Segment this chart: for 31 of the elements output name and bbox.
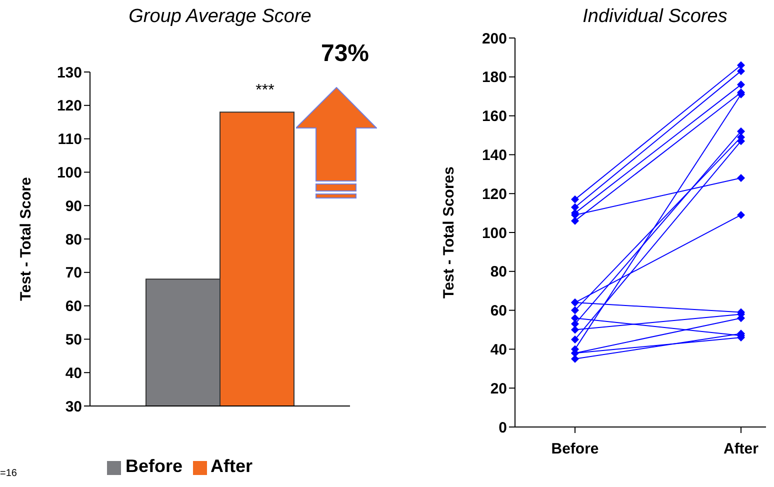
- y-axis-title: Test - Total Scores: [440, 166, 458, 298]
- y-tick-label: 40: [490, 342, 507, 359]
- y-tick-label: 0: [498, 419, 507, 436]
- legend-label: Before: [125, 456, 182, 476]
- text: =16: [0, 468, 17, 479]
- y-tick-label: 180: [482, 69, 507, 86]
- y-tick-label: 140: [482, 147, 507, 164]
- chart-title: Group Average Score: [128, 6, 312, 28]
- y-tick-label: 70: [65, 264, 82, 282]
- chart-title: Individual Scores: [582, 6, 728, 28]
- annotation: ***: [254, 82, 276, 100]
- y-tick-label: 80: [490, 264, 507, 281]
- y-tick-label: 80: [65, 231, 82, 248]
- y-tick-label: 20: [490, 380, 507, 398]
- y-tick-label: 160: [482, 108, 507, 126]
- text: 73%: [320, 40, 370, 68]
- y-tick-label: 60: [490, 302, 507, 320]
- y-tick-label: 40: [65, 364, 82, 382]
- y-tick-label: 120: [482, 186, 507, 203]
- y-tick-label: 50: [65, 332, 82, 349]
- y-tick-label: 200: [482, 30, 507, 48]
- y-tick-label: 60: [65, 298, 82, 316]
- y-tick-label: 100: [56, 164, 82, 182]
- y-tick-label: 130: [56, 64, 82, 82]
- y-tick-label: 120: [56, 98, 82, 115]
- y-tick-label: 100: [482, 224, 507, 242]
- y-axis-title: Test - Total Score: [17, 177, 34, 301]
- legend-label: After: [210, 456, 253, 476]
- y-tick-label: 30: [65, 398, 82, 416]
- y-tick-label: 110: [58, 131, 82, 148]
- y-tick-label: 90: [65, 198, 82, 215]
